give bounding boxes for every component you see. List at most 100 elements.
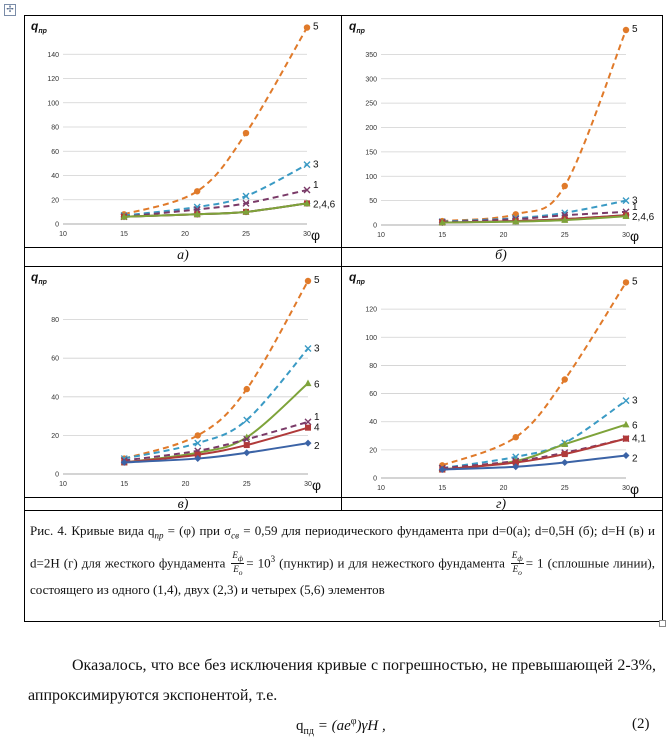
y-tick-label: 40 (369, 419, 377, 426)
y-tick-label: 0 (55, 472, 59, 479)
data-point-5 (512, 433, 519, 441)
data-point-1 (304, 418, 312, 426)
series-label-5: 5 (314, 275, 320, 286)
series-line-3 (442, 399, 627, 470)
series-line-2 (123, 202, 308, 218)
series-label-2: 2 (632, 453, 638, 464)
y-tick-label: 120 (47, 76, 59, 83)
data-point-3 (242, 192, 250, 200)
chart-panel-a: 0 20 40 60 80 100 120 140 10 15 20 25 30 qпр φ 5 3 1 2,4,6 (25, 16, 340, 246)
data-point-4 (305, 424, 311, 431)
y-tick-label: 100 (365, 174, 377, 181)
panel-label-divider-top (24, 247, 662, 248)
series-line-1 (442, 210, 627, 224)
x-axis-label: φ (630, 481, 639, 497)
series-label-5: 5 (632, 276, 638, 287)
y-tick-label: 150 (365, 149, 377, 156)
series-line-5 (441, 281, 627, 467)
y-tick-label: 60 (369, 391, 377, 398)
equation-number: (2) (632, 716, 650, 732)
data-point-4 (512, 459, 519, 466)
x-tick-label: 20 (181, 231, 189, 238)
data-point-2 (438, 466, 446, 474)
y-tick-label: 20 (369, 447, 377, 454)
data-point-2 (243, 449, 251, 457)
series-line-6 (124, 382, 309, 464)
formula: qпд = (aeφ)γH , (296, 716, 386, 737)
series-line-6 (442, 215, 627, 224)
data-point-2 (622, 451, 630, 459)
series-label-1: 1 (314, 412, 320, 423)
series-line-4 (442, 437, 627, 471)
y-tick-label: 20 (51, 433, 59, 440)
move-handle-icon[interactable]: ✢ (4, 4, 16, 16)
data-point-1 (243, 435, 251, 443)
series-line-1 (124, 420, 309, 462)
series-line-2 (124, 442, 309, 464)
x-tick-label: 15 (438, 232, 446, 239)
y-tick-label: 80 (369, 363, 377, 370)
data-point-3 (622, 397, 630, 405)
table-resize-handle[interactable] (659, 620, 666, 627)
data-point-3 (304, 345, 312, 353)
x-tick-label: 25 (561, 232, 569, 239)
x-tick-label: 10 (377, 232, 385, 239)
ratio-fraction: Eф Eо (510, 549, 524, 578)
data-point-2 (304, 439, 312, 447)
x-axis-label: φ (630, 228, 639, 244)
panel-label-divider-bottom (24, 497, 662, 498)
data-point-5 (561, 376, 568, 383)
series-label-3: 3 (313, 160, 319, 171)
x-tick-label: 20 (500, 485, 508, 492)
data-point-4 (561, 451, 568, 458)
series-line-1 (442, 437, 627, 470)
data-point-4 (194, 451, 201, 458)
figure-caption: Рис. 4. Кривые вида qпр = (φ) при σсв = … (30, 523, 655, 598)
x-tick-label: 10 (377, 485, 385, 492)
series-line-4 (124, 426, 309, 464)
data-point-5 (242, 129, 250, 137)
x-tick-label: 25 (242, 231, 250, 238)
y-tick-label: 250 (365, 101, 377, 108)
chart-panel-c: 0 20 40 60 80 10 15 20 25 30 qпр φ 5 3 6 1 4 2 (25, 267, 340, 496)
series-line-5 (123, 27, 308, 216)
ratio-fraction: Eф Eо (231, 549, 245, 578)
data-point-5 (243, 385, 250, 393)
data-point-3 (303, 161, 311, 169)
chart-panel-b: 0 50 100 150 200 250 300 350 10 15 20 25 30 qпр φ 5 3 1 2,… (343, 16, 660, 246)
data-point-5 (622, 279, 630, 286)
y-tick-label: 40 (51, 394, 59, 401)
data-point-5 (303, 24, 311, 31)
data-point-5 (622, 26, 630, 34)
panel-label-d: г) (495, 497, 507, 512)
y-tick-label: 80 (51, 317, 59, 324)
data-point-4 (243, 442, 250, 449)
y-tick-label: 120 (365, 307, 377, 314)
series-line-5 (123, 280, 309, 460)
x-tick-label: 20 (500, 232, 508, 239)
x-tick-label: 15 (120, 481, 128, 488)
data-point-6 (303, 199, 311, 207)
series-label-3: 3 (632, 396, 638, 407)
body-paragraph: Оказалось, что все без исключения кривые… (28, 657, 656, 704)
y-tick-label: 60 (51, 149, 59, 156)
series-line-4 (123, 202, 308, 218)
data-point-5 (561, 182, 568, 190)
x-tick-label: 25 (243, 481, 251, 488)
data-point-6 (193, 210, 201, 218)
series-label-4: 4,1 (632, 434, 646, 445)
panel-label-a: а) (177, 248, 189, 263)
data-point-4 (623, 435, 629, 442)
y-tick-label: 100 (365, 335, 377, 342)
y-tick-label: 0 (55, 222, 59, 229)
y-tick-label: 40 (51, 173, 59, 180)
series-label-2: 2 (314, 441, 320, 452)
panel-divider-horizontal (24, 266, 662, 267)
data-point-3 (194, 439, 202, 447)
x-tick-label: 30 (304, 481, 312, 488)
x-tick-label: 30 (622, 485, 630, 492)
series-label-5: 5 (632, 24, 638, 35)
data-point-2 (120, 458, 128, 466)
y-tick-label: 50 (369, 198, 377, 205)
y-tick-label: 300 (365, 76, 377, 83)
